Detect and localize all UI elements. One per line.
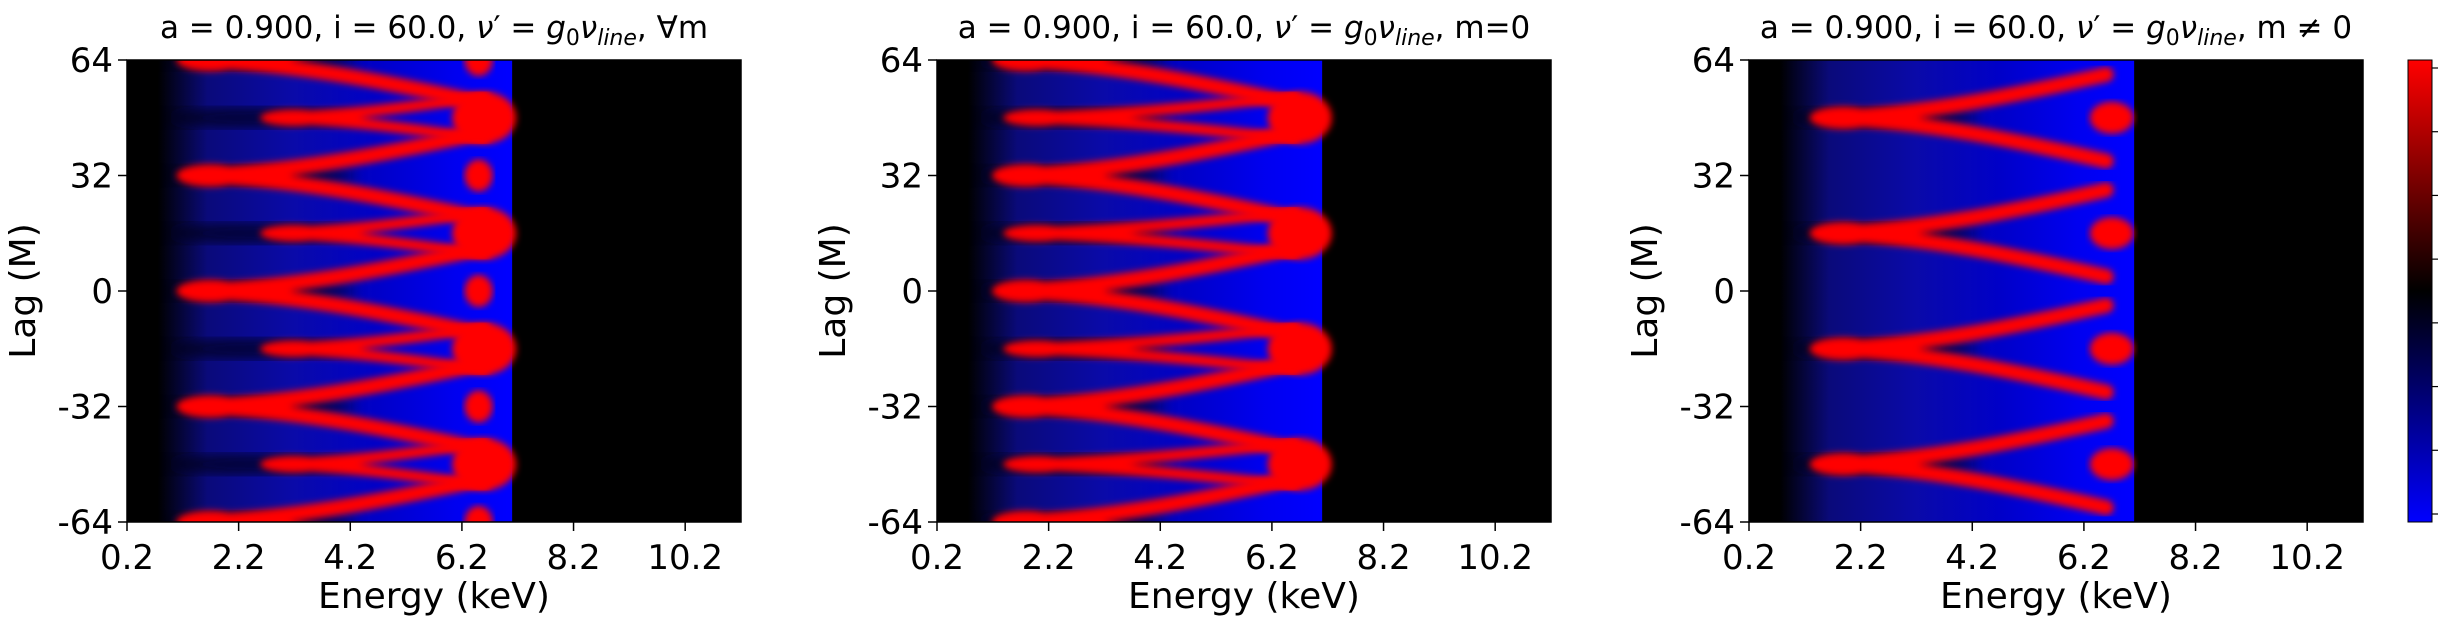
chart-panel-1: 0.2 2.2 4.2 6.2 8.2 10.2 -64 -32 0 32 64 Energy (ke… [3, 10, 742, 617]
secondary-ridge-3 [1003, 90, 1300, 145]
red-ridge-3 [1809, 66, 2114, 169]
x-axis-label: Energy (keV) [1128, 576, 1360, 617]
merge-blob-4 [464, 60, 493, 76]
x-tick-label: 4.2 [1945, 538, 1999, 578]
merge-blob-2 [464, 275, 493, 307]
high-energy-blob-0 [1267, 438, 1332, 491]
x-tick-label: 0.2 [1722, 538, 1776, 578]
high-energy-blob-3 [452, 91, 517, 144]
x-axis-label: Energy (keV) [1940, 576, 2172, 617]
x-tick-label: 6.2 [1245, 538, 1299, 578]
red-ridge-4 [176, 60, 492, 111]
high-energy-blob-2 [1267, 207, 1332, 260]
secondary-ridge-2 [260, 206, 490, 261]
x-tick-label: 0.2 [910, 538, 964, 578]
x-tick-label: 2.2 [1834, 538, 1888, 578]
secondary-ridge-1 [260, 321, 490, 376]
x-tick-label: 2.2 [1022, 538, 1076, 578]
high-energy-blob-1 [1267, 322, 1332, 375]
x-tick-label: 10.2 [647, 538, 723, 578]
y-tick-label: 0 [1713, 272, 1735, 312]
y-tick-label: -64 [57, 503, 113, 543]
x-tick-label: 2.2 [212, 538, 266, 578]
x-tick-label: 0.2 [100, 538, 154, 578]
chart-title: a = 0.900, i = 60.0, ν′ = g0νline, m=0 [958, 10, 1531, 51]
y-tick-label: 64 [880, 41, 923, 81]
secondary-ridge-0 [260, 437, 490, 492]
x-tick-label: 8.2 [1357, 538, 1411, 578]
high-energy-blob-1 [452, 322, 517, 375]
colorbar [2407, 59, 2438, 523]
chart-panel-2: 0.2 2.2 4.2 6.2 8.2 10.2 -64 -32 0 32 64 Energy (ke… [813, 10, 1552, 617]
y-tick-label: -32 [57, 388, 113, 428]
y-tick-label: 64 [1692, 41, 1735, 81]
red-ridge-0 [1809, 413, 2114, 516]
high-energy-blob-3 [1267, 91, 1332, 144]
plot-area [937, 60, 1551, 522]
merge-blob-1 [464, 390, 493, 423]
chart-title: a = 0.900, i = 60.0, ν′ = g0νline, m ≠ 0 [1760, 10, 2352, 51]
y-axis-label: Lag (M) [813, 223, 854, 359]
high-energy-blob-0 [452, 438, 517, 491]
y-tick-label: 0 [91, 272, 113, 312]
x-axis-label: Energy (keV) [318, 576, 550, 617]
chart-panel-3: 0.2 2.2 4.2 6.2 8.2 10.2 -64 -32 0 32 64 Energy (ke… [1625, 10, 2364, 617]
high-energy-blob-3 [2089, 101, 2134, 134]
x-tick-label: 6.2 [2057, 538, 2111, 578]
y-tick-label: 32 [70, 157, 113, 197]
secondary-ridge-2 [1003, 206, 1300, 261]
x-tick-label: 10.2 [1457, 538, 1533, 578]
secondary-ridge-1 [1003, 321, 1300, 376]
chart-title: a = 0.900, i = 60.0, ν′ = g0νline, ∀m [160, 10, 708, 51]
y-tick-label: 64 [70, 41, 113, 81]
y-tick-label: 32 [1692, 157, 1735, 197]
high-energy-blob-1 [2089, 332, 2134, 365]
y-axis-label: Lag (M) [1625, 223, 1666, 359]
red-ridge-1 [1809, 297, 2114, 400]
red-ridge-2 [176, 240, 492, 342]
y-tick-label: 0 [901, 272, 923, 312]
colorbar-gradient [2407, 59, 2433, 523]
y-tick-label: -32 [1679, 388, 1735, 428]
high-energy-blob-0 [2089, 448, 2134, 481]
secondary-ridge-3 [260, 90, 490, 145]
red-ridge-1 [176, 355, 492, 458]
x-tick-label: 4.2 [1133, 538, 1187, 578]
red-ridge-3 [176, 124, 492, 227]
merge-blob-0 [464, 506, 493, 522]
merge-blob-3 [464, 159, 493, 192]
x-tick-label: 8.2 [2169, 538, 2223, 578]
x-tick-label: 8.2 [547, 538, 601, 578]
high-energy-blob-2 [2089, 217, 2134, 250]
y-tick-label: -64 [867, 503, 923, 543]
y-tick-label: -32 [867, 388, 923, 428]
x-tick-label: 4.2 [323, 538, 377, 578]
plot-area [127, 60, 741, 522]
secondary-ridge-0 [1003, 437, 1300, 492]
red-ridge-2 [1809, 182, 2114, 285]
x-tick-label: 10.2 [2269, 538, 2345, 578]
y-axis-label: Lag (M) [3, 223, 44, 359]
plot-area [1749, 60, 2363, 522]
y-tick-label: -64 [1679, 503, 1735, 543]
red-ridge-0 [176, 471, 492, 522]
x-tick-label: 6.2 [435, 538, 489, 578]
y-tick-label: 32 [880, 157, 923, 197]
high-energy-blob-2 [452, 207, 517, 260]
